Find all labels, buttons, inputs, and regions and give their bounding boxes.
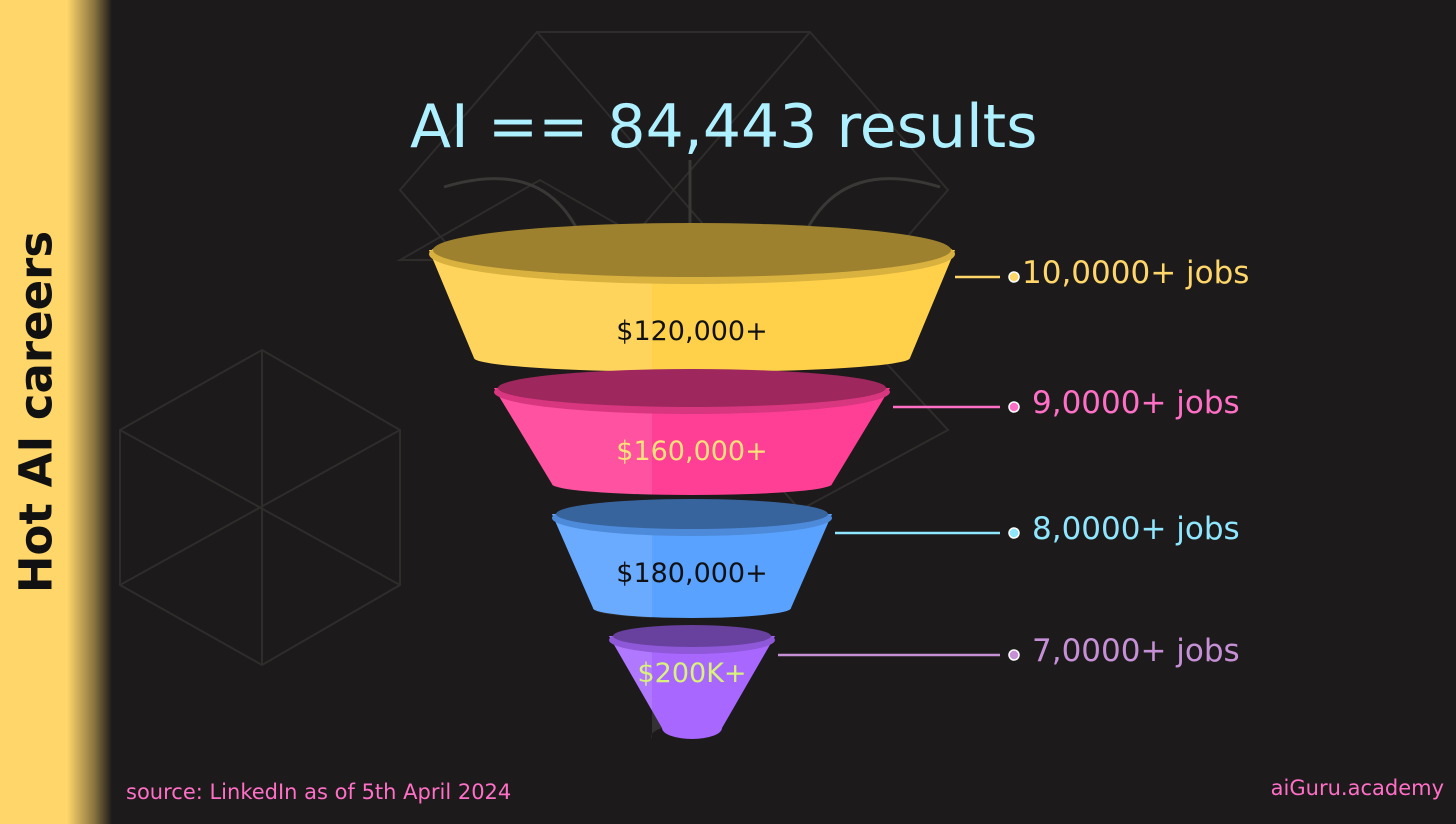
tier-highlight	[609, 636, 662, 739]
jobs-label: 7,0000+ jobs	[1032, 633, 1240, 669]
tier-opening	[613, 625, 771, 647]
salary-label: $160,000+	[616, 436, 768, 467]
tier-highlight	[494, 388, 652, 495]
tier-body	[552, 514, 832, 618]
jobs-label: 8,0000+ jobs	[1032, 511, 1240, 547]
jobs-label: 10,0000+ jobs	[1022, 255, 1250, 291]
sidebar: Hot AI careers	[0, 0, 112, 824]
headline: AI == 84,443 results	[410, 92, 1038, 162]
tier-body	[609, 636, 775, 739]
tier-body	[494, 388, 890, 495]
funnel-tier-2	[494, 369, 890, 495]
arrow-3	[798, 177, 941, 246]
arrow-1	[443, 177, 586, 246]
funnel-tier-4	[609, 625, 775, 739]
tier-highlight	[552, 514, 652, 618]
tier-opening	[556, 499, 828, 529]
tier-opening	[498, 369, 886, 407]
funnel-tier-3	[552, 499, 832, 618]
tier-opening	[433, 223, 951, 277]
connector-dot	[1008, 527, 1020, 539]
funnel-tier-1	[429, 223, 955, 372]
salary-label: $200K+	[637, 658, 747, 689]
tier-body	[429, 250, 955, 372]
salary-label: $120,000+	[616, 316, 768, 347]
connector-dot	[1008, 271, 1020, 283]
jobs-label: 9,0000+ jobs	[1032, 385, 1240, 421]
connector-dot	[1008, 649, 1020, 661]
salary-label: $180,000+	[616, 558, 768, 589]
brand-note: aiGuru.academy	[1270, 776, 1444, 800]
source-note: source: LinkedIn as of 5th April 2024	[126, 780, 512, 804]
connector-dot	[1008, 401, 1020, 413]
